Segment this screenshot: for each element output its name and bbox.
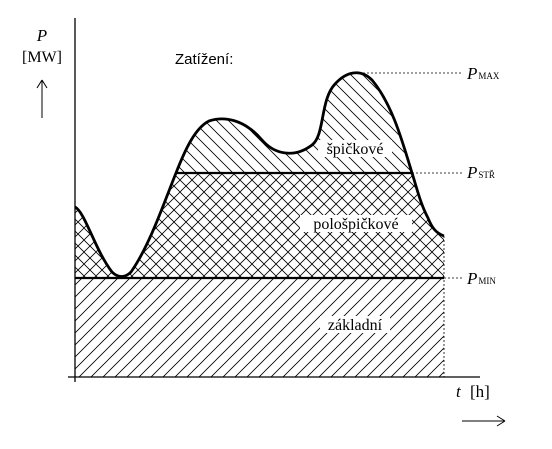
load-curve — [74, 71, 445, 278]
p-max-label: PMAX — [466, 64, 500, 83]
peak-label: špičkové — [327, 141, 384, 158]
peak-label-backing — [318, 140, 392, 157]
y-axis-symbol: P — [36, 26, 47, 45]
peak-load-hatch — [176, 72, 412, 173]
base-label-backing — [320, 316, 390, 333]
x-axis-unit: [h] — [470, 382, 490, 401]
p-min-label: PMIN — [466, 269, 496, 288]
p-mid-label: PSTŘ — [466, 163, 495, 182]
semi-peak-label: pološpičkové — [313, 216, 398, 233]
legend-title: Zatížení: — [175, 51, 233, 68]
semi-peak-label-backing — [300, 215, 412, 232]
base-label: základní — [328, 317, 383, 334]
y-axis-unit: [MW] — [22, 49, 62, 66]
x-axis-arrow — [462, 415, 506, 427]
svg-text:t [h]: t [h] — [456, 382, 490, 401]
y-axis-arrow — [36, 79, 48, 118]
x-axis-symbol: t — [456, 382, 462, 401]
